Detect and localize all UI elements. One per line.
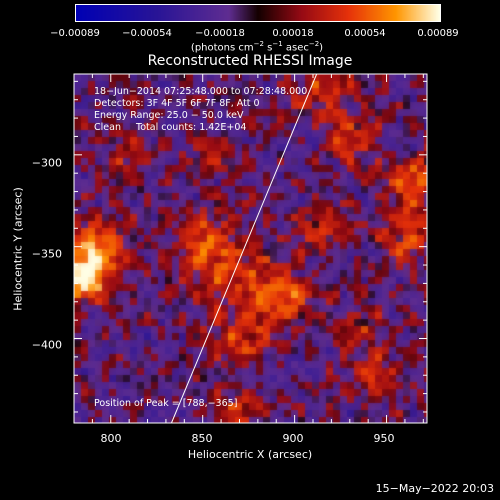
colorbar-tick: 0.00018 xyxy=(272,28,314,39)
colorbar-tick: 0.00089 xyxy=(417,28,459,39)
x-tick-label: 800 xyxy=(100,432,122,445)
heatmap-image xyxy=(74,74,427,423)
colorbar-units: (photons cm−2 s−1 asec−2) xyxy=(190,40,324,54)
info-counts: Clean Total counts: 1.42E+04 xyxy=(94,122,247,133)
info-time-range: 18−Jun−2014 07:25:48.000 to 07:28:48.000 xyxy=(94,86,308,97)
colorbar-tick: 0.00054 xyxy=(344,28,386,39)
y-tick-label: −300 xyxy=(31,156,62,170)
axis-ticks xyxy=(74,74,427,423)
y-axis-label: Heliocentric Y (arcsec) xyxy=(11,187,25,311)
x-tick-label: 950 xyxy=(373,432,395,445)
colorbar-tick: −0.00018 xyxy=(195,28,245,39)
info-detectors: Detectors: 3F 4F 5F 6F 7F 8F, Att 0 xyxy=(94,98,260,109)
colorbar-tick: −0.00089 xyxy=(50,28,100,39)
plot-frame xyxy=(73,73,428,424)
y-tick-label: −400 xyxy=(31,338,62,352)
colorbar xyxy=(75,4,441,22)
y-tick-label: −350 xyxy=(31,247,62,261)
x-tick-label: 850 xyxy=(191,432,213,445)
colorbar-tick: −0.00054 xyxy=(122,28,172,39)
peak-position-label: Position of Peak = [788,−365] xyxy=(94,398,238,409)
x-axis-label: Heliocentric X (arcsec) xyxy=(187,448,313,461)
x-tick-label: 900 xyxy=(282,432,304,445)
info-energy-range: Energy Range: 25.0 − 50.0 keV xyxy=(94,110,244,121)
timestamp: 15−May−2022 20:03 xyxy=(375,482,494,495)
solar-limb-line xyxy=(170,73,318,424)
chart-title: Reconstructed RHESSI Image xyxy=(147,53,353,69)
